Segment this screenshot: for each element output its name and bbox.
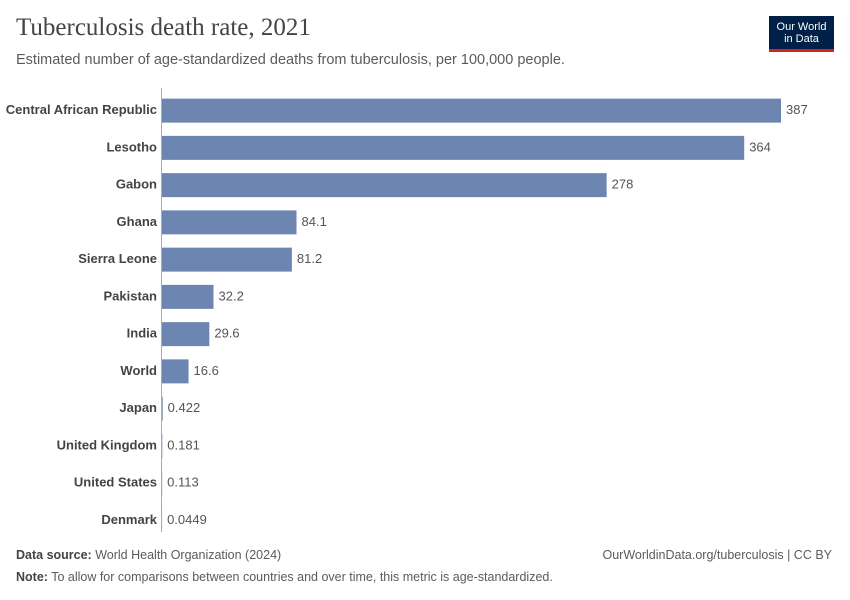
value-label: 364 xyxy=(749,139,771,154)
category-label: United States xyxy=(74,475,157,490)
bar xyxy=(162,396,163,421)
value-label: 29.6 xyxy=(214,326,239,341)
source-text: World Health Organization (2024) xyxy=(95,548,282,562)
value-label: 32.2 xyxy=(219,288,244,303)
bar xyxy=(162,173,607,198)
value-label: 278 xyxy=(612,177,634,192)
bar xyxy=(162,359,189,384)
logo[interactable]: Our World in Data xyxy=(769,16,834,52)
chart-title: Tuberculosis death rate, 2021 xyxy=(16,14,311,41)
bar xyxy=(162,322,210,347)
category-label: Central African Republic xyxy=(6,102,157,117)
category-label: Pakistan xyxy=(104,288,158,303)
category-label: Lesotho xyxy=(106,139,157,154)
value-label: 0.0449 xyxy=(167,512,207,527)
url[interactable]: OurWorldinData.org/tuberculosis | CC BY xyxy=(602,548,833,562)
category-label: Denmark xyxy=(101,512,157,527)
logo-line: Our World xyxy=(776,21,827,33)
bar xyxy=(162,247,292,272)
category-label: United Kingdom xyxy=(57,437,157,452)
logo-line: in Data xyxy=(784,33,819,45)
bar xyxy=(162,284,214,309)
category-label: Gabon xyxy=(116,177,157,192)
category-label: India xyxy=(127,326,158,341)
value-label: 387 xyxy=(786,102,808,117)
source-label: Data source: xyxy=(16,548,92,562)
chart-subtitle: Estimated number of age-standardized dea… xyxy=(16,52,565,68)
category-label: Ghana xyxy=(117,214,158,229)
bar xyxy=(162,210,297,235)
chart: Central African Republic 387 Lesotho 364 Gab… xyxy=(6,88,808,533)
value-label: 81.2 xyxy=(297,251,322,266)
note-label: Note: xyxy=(16,570,48,584)
value-label: 0.181 xyxy=(167,437,200,452)
note-text: To allow for comparisons between countri… xyxy=(51,570,553,584)
source: Data source: World Health Organization (… xyxy=(16,548,281,562)
category-label: World xyxy=(120,363,157,378)
value-label: 84.1 xyxy=(302,214,327,229)
bar xyxy=(162,135,745,160)
value-label: 0.422 xyxy=(168,400,201,415)
note: Note: To allow for comparisons between c… xyxy=(16,570,553,584)
bar xyxy=(162,98,781,123)
value-label: 0.113 xyxy=(167,475,199,490)
value-label: 16.6 xyxy=(194,363,219,378)
category-label: Japan xyxy=(119,400,157,415)
category-label: Sierra Leone xyxy=(78,251,157,266)
